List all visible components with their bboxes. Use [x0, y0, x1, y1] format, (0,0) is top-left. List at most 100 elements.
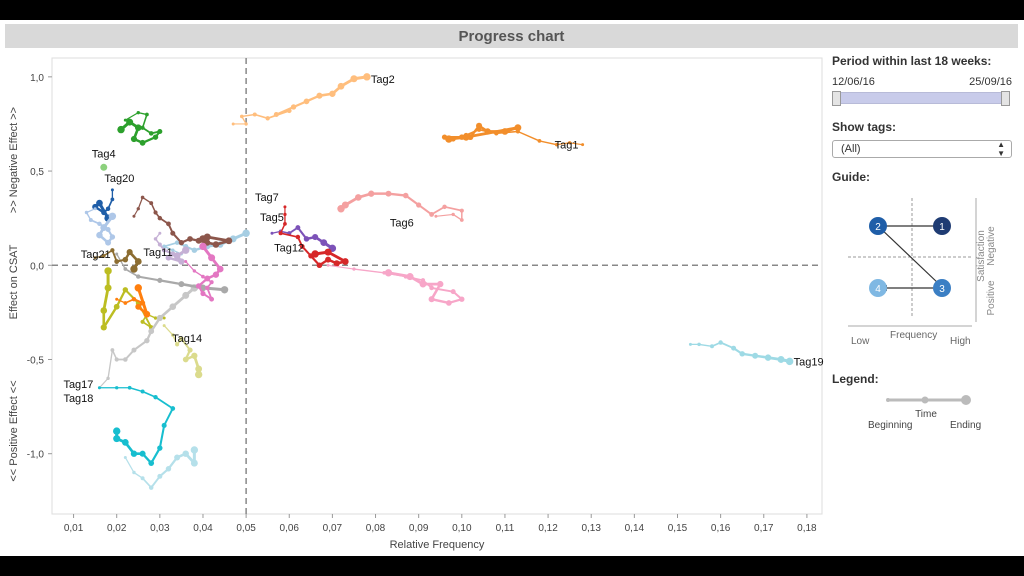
guide-positive-label: Positive	[986, 280, 997, 315]
x-tick-label: 0,01	[64, 523, 84, 534]
series-point-tag6	[416, 202, 422, 208]
series-point-unlabeled	[184, 260, 188, 264]
series-point-tag5	[295, 225, 301, 231]
series-point-tag19	[764, 354, 772, 361]
series-point-tag18	[157, 445, 163, 451]
date-range: 12/06/16 25/09/16	[832, 76, 1012, 88]
series-point-unlabeled	[157, 473, 163, 479]
series-segment-tag1	[517, 130, 541, 142]
series-point-tag6	[442, 204, 447, 210]
series-segment-tag17	[107, 349, 114, 380]
control-panel: Period within last 18 weeks: 12/06/16 25…	[832, 54, 1022, 436]
x-tick-label: 0,14	[625, 523, 645, 534]
series-point-unlabeled	[149, 201, 154, 206]
series-point-unlabeled	[205, 285, 210, 291]
series-point-unlabeled	[134, 258, 142, 265]
series-point-tag7	[333, 260, 340, 267]
series-point-tag7	[283, 212, 287, 217]
series-point-unlabeled	[114, 259, 120, 264]
y-tick-label: 0,5	[30, 167, 44, 178]
series-point-tag21	[136, 274, 141, 279]
series-point-unlabeled	[225, 237, 233, 245]
series-point-tag7	[278, 231, 283, 236]
series-segment-tag7	[279, 232, 299, 238]
series-point-tag12	[384, 269, 393, 277]
series-point-unlabeled	[165, 254, 172, 261]
series-point-tag18	[113, 427, 121, 435]
series-point-unlabeled	[161, 247, 167, 253]
x-tick-label: 0,02	[107, 523, 127, 534]
series-point-unlabeled	[123, 455, 127, 459]
series-point-tag14	[153, 316, 158, 320]
series-point-tag6	[385, 190, 392, 197]
series-point-tag5	[320, 239, 328, 247]
series-point-unlabeled	[157, 242, 162, 247]
quadrant-1-number: 1	[939, 222, 945, 233]
slider-start-handle[interactable]	[832, 91, 841, 106]
series-segment-tag14	[102, 305, 118, 329]
series-point-unlabeled	[171, 333, 175, 337]
series-point-tag21	[123, 267, 128, 271]
series-point-tag12	[437, 280, 444, 288]
series-segment-tag6	[435, 213, 454, 217]
series-point-unlabeled	[178, 258, 185, 265]
series-point-unlabeled	[143, 310, 151, 318]
series-point-tag20	[96, 199, 103, 207]
series-point-tag17	[169, 303, 177, 311]
series-point-tag14	[100, 307, 108, 314]
guide-title: Guide:	[832, 170, 870, 184]
series-segment-unlabeled	[205, 235, 231, 243]
series-point-unlabeled	[216, 265, 224, 273]
series-point-tag20	[101, 209, 107, 216]
series-point-tag20	[110, 197, 115, 202]
series-label-tag1: Tag1	[555, 140, 579, 152]
series-point-tag18	[139, 450, 146, 457]
slider-end-handle[interactable]	[1001, 91, 1010, 106]
series-point-tag20	[110, 188, 114, 192]
series-point-unlabeled	[122, 256, 129, 263]
guide-arrow-2	[877, 225, 940, 285]
series-point-tag18	[97, 386, 101, 390]
series-point-unlabeled	[190, 459, 198, 467]
series-point-unlabeled	[139, 139, 146, 146]
series-point-tag17	[123, 357, 128, 362]
series-point-tag17	[148, 328, 155, 335]
series-point-tag1	[514, 124, 522, 132]
y-tick-label: 1,0	[30, 73, 44, 84]
series-point-unlabeled	[182, 246, 190, 254]
series-segment-tag12	[353, 268, 385, 274]
series-point-tag19	[688, 342, 692, 346]
period-slider[interactable]	[832, 91, 1010, 106]
series-point-tag17	[182, 291, 190, 299]
start-date: 12/06/16	[832, 76, 875, 88]
series-point-unlabeled	[157, 215, 163, 221]
series-point-tag12	[428, 296, 435, 303]
series-point-tag12	[450, 289, 456, 295]
series-point-unlabeled	[174, 454, 181, 461]
series-label-tag12: Tag12	[274, 242, 304, 254]
series-point-unlabeled	[165, 466, 172, 472]
series-point-tag5	[303, 236, 310, 242]
series-point-tag11	[174, 240, 180, 245]
series-point-unlabeled	[134, 284, 142, 292]
series-point-tag6	[459, 208, 464, 213]
series-point-tag2	[239, 114, 244, 119]
series-segment-unlabeled	[163, 324, 174, 336]
series-point-tag21	[178, 281, 185, 288]
series-point-tag1	[501, 128, 509, 135]
series-segment-tag1	[569, 142, 584, 146]
series-point-tag12	[352, 267, 356, 271]
guide-frequency-label: Frequency	[890, 330, 937, 341]
legend-beginning-label: Beginning	[868, 420, 912, 431]
series-point-unlabeled	[173, 252, 181, 260]
legend-ending-label: Ending	[950, 420, 981, 431]
series-point-tag11	[242, 229, 250, 237]
series-point-tag1	[568, 141, 572, 145]
series-point-tag18	[121, 439, 129, 446]
series-point-tag19	[710, 344, 714, 349]
tags-select[interactable]: (All) ▲ ▼	[832, 140, 1012, 158]
series-point-unlabeled	[192, 269, 197, 273]
y-axis-title: Effect on CSAT	[8, 244, 20, 319]
y-tick-label: -1,0	[27, 450, 45, 461]
series-point-tag2	[290, 104, 297, 110]
